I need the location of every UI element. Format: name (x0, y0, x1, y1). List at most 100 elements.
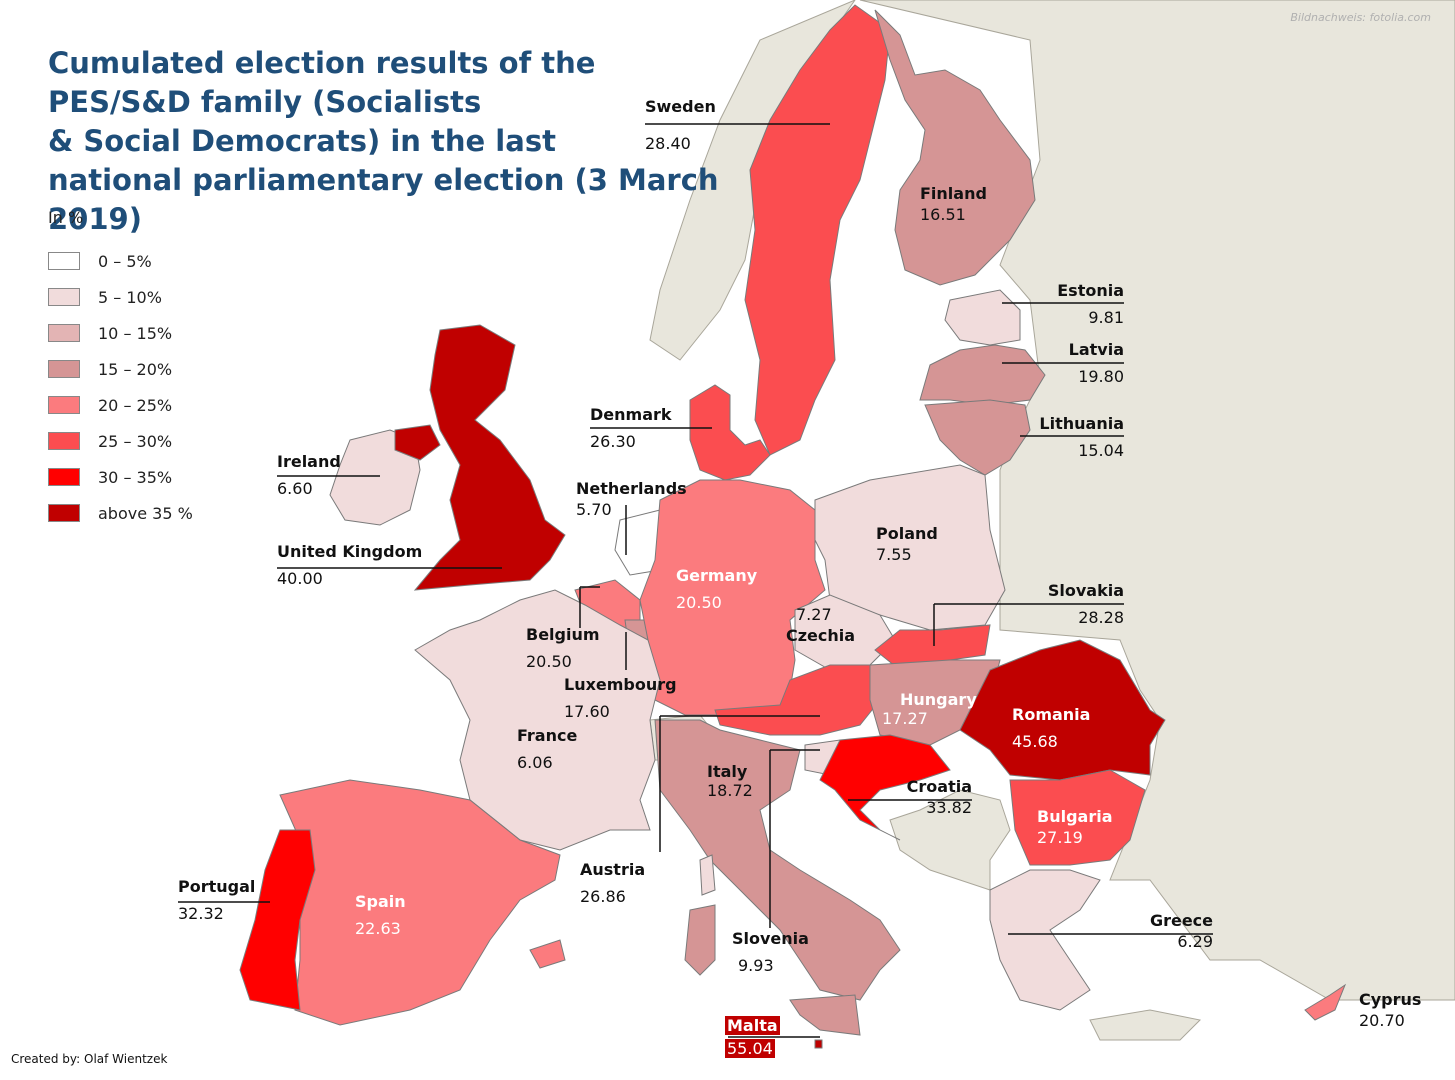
label-hungary-name: Hungary (900, 690, 977, 709)
label-belgium: Belgium 20.50 (526, 625, 600, 671)
country-portugal (239, 829, 316, 1011)
label-finland-name: Finland (920, 184, 987, 203)
country-finland (874, 9, 1036, 286)
leader-lines (178, 123, 1213, 1038)
island-corsica (699, 854, 716, 896)
label-croatia-name: Croatia (906, 777, 972, 796)
label-latvia-name: Latvia (1068, 340, 1124, 359)
label-lithuania-name: Lithuania (1039, 414, 1124, 433)
country-malta (814, 1039, 823, 1049)
legend-label: above 35 % (98, 503, 193, 523)
label-austria-value: 26.86 (580, 887, 626, 906)
label-spain-value: 22.63 (355, 919, 401, 938)
label-cyprus: Cyprus 20.70 (1359, 990, 1421, 1030)
label-slovakia-value: 28.28 (1078, 608, 1124, 627)
label-luxembourg-name: Luxembourg (564, 675, 677, 694)
label-netherlands: Netherlands 5.70 (576, 479, 687, 519)
label-slovenia-value: 9.93 (738, 956, 774, 975)
label-slovenia-name: Slovenia (732, 929, 809, 948)
label-poland-name: Poland (876, 524, 938, 543)
legend-unit: In % (48, 208, 84, 227)
label-cyprus-value: 20.70 (1359, 1011, 1405, 1030)
label-austria-name: Austria (580, 860, 646, 879)
label-germany-name: Germany (676, 566, 758, 585)
country-denmark (689, 384, 771, 481)
legend-item: 30 – 35% (48, 459, 193, 495)
label-germany-value: 20.50 (676, 593, 722, 612)
legend-label: 20 – 25% (98, 395, 173, 415)
label-sweden-name: Sweden (645, 97, 716, 116)
label-slovakia-name: Slovakia (1047, 581, 1124, 600)
label-estonia-value: 9.81 (1088, 308, 1124, 327)
label-slovenia: Slovenia 9.93 (732, 929, 809, 975)
country-italy (654, 719, 901, 1001)
legend-swatch (48, 288, 80, 306)
country-romania (959, 639, 1166, 781)
legend-swatch (48, 432, 80, 450)
country-latvia (919, 344, 1046, 406)
legend-item: 20 – 25% (48, 387, 193, 423)
label-denmark: Denmark 26.30 (590, 405, 672, 451)
label-denmark-value: 26.30 (590, 432, 636, 451)
label-cyprus-name: Cyprus (1359, 990, 1422, 1009)
label-austria: Austria 26.86 (580, 860, 645, 906)
legend-label: 0 – 5% (98, 251, 152, 271)
label-lithuania: Lithuania 15.04 (1020, 414, 1124, 460)
label-france: France 6.06 (517, 726, 577, 772)
label-malta: Malta 55.04 (725, 1016, 780, 1058)
label-poland: Poland 7.55 (876, 524, 938, 564)
legend-swatch (48, 252, 80, 270)
label-bulgaria-name: Bulgaria (1037, 807, 1113, 826)
label-lithuania-value: 15.04 (1078, 441, 1124, 460)
label-hungary-value: 17.27 (882, 709, 928, 728)
label-belgium-value: 20.50 (526, 652, 572, 671)
label-netherlands-value: 5.70 (576, 500, 612, 519)
label-germany: Germany 20.50 (676, 566, 757, 612)
label-czechia: 7.27 Czechia (786, 605, 855, 645)
country-sweden (744, 4, 891, 456)
legend-item: 0 – 5% (48, 243, 193, 279)
label-ireland: Ireland 6.60 (277, 452, 341, 498)
label-czechia-value: 7.27 (796, 605, 832, 624)
label-ireland-value: 6.60 (277, 479, 313, 498)
label-bulgaria: Bulgaria 27.19 (1037, 807, 1113, 847)
label-italy-name: Italy (707, 762, 748, 781)
label-sweden-value: 28.40 (645, 134, 691, 153)
label-luxembourg: Luxembourg 17.60 (564, 675, 677, 721)
map-title: Cumulated election results of the PES/S&… (48, 46, 719, 236)
label-malta-value: 55.04 (725, 1039, 775, 1058)
label-romania-value: 45.68 (1012, 732, 1058, 751)
label-croatia-value: 33.82 (926, 798, 972, 817)
image-credit: Bildnachweis: fotolia.com (1290, 11, 1431, 24)
label-italy: Italy 18.72 (707, 762, 753, 800)
label-greece: Greece 6.29 (1110, 911, 1213, 951)
country-uk (394, 324, 566, 591)
legend-label: 30 – 35% (98, 467, 173, 487)
island-sicily (789, 994, 861, 1036)
country-germany (639, 479, 826, 716)
country-estonia (944, 289, 1021, 346)
label-luxembourg-value: 17.60 (564, 702, 610, 721)
legend-swatch (48, 360, 80, 378)
label-netherlands-name: Netherlands (576, 479, 687, 498)
label-portugal: Portugal 32.32 (178, 877, 255, 923)
island-sardinia (684, 904, 716, 976)
label-malta-name: Malta (725, 1016, 780, 1035)
label-ireland-name: Ireland (277, 452, 341, 471)
legend-swatch (48, 324, 80, 342)
label-uk-name: United Kingdom (277, 542, 423, 561)
label-poland-value: 7.55 (876, 545, 912, 564)
label-croatia: Croatia 33.82 (880, 777, 972, 817)
label-latvia-value: 19.80 (1078, 367, 1124, 386)
label-france-name: France (517, 726, 578, 745)
country-bulgaria (1009, 769, 1146, 866)
legend-label: 10 – 15% (98, 323, 173, 343)
country-france (414, 589, 661, 851)
label-italy-value: 18.72 (707, 781, 753, 800)
legend-label: 15 – 20% (98, 359, 173, 379)
label-estonia: Estonia 9.81 (1020, 281, 1124, 327)
label-bulgaria-value: 27.19 (1037, 828, 1083, 847)
label-spain-name: Spain (355, 892, 406, 911)
country-croatia (819, 734, 951, 841)
